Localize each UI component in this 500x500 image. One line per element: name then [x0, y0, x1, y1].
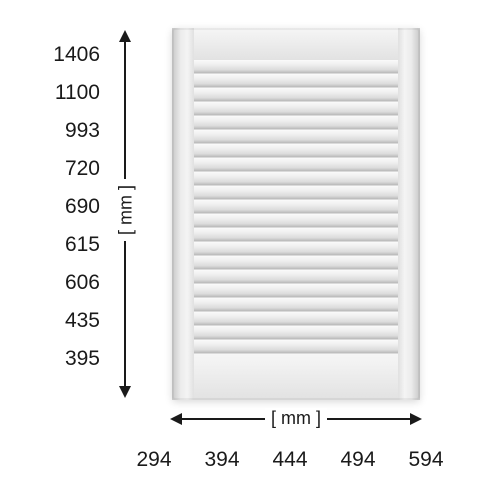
height-value: 720	[40, 150, 100, 188]
louver-door	[172, 28, 420, 400]
height-labels: 1406 1100 993 720 690 615 606 435 395	[40, 36, 100, 378]
door-frame-outline	[172, 28, 420, 400]
width-value: 394	[193, 448, 251, 472]
height-value: 1100	[40, 74, 100, 112]
width-value: 594	[397, 448, 455, 472]
height-value: 690	[40, 188, 100, 226]
horizontal-unit-label: [ mm ]	[265, 408, 327, 429]
height-value: 435	[40, 302, 100, 340]
width-value: 444	[261, 448, 319, 472]
width-labels: 294 394 444 494 594	[125, 448, 455, 472]
width-value: 494	[329, 448, 387, 472]
height-value: 993	[40, 112, 100, 150]
height-value: 1406	[40, 36, 100, 74]
vertical-unit-label: [ mm ]	[116, 179, 137, 241]
height-value: 606	[40, 264, 100, 302]
height-value: 395	[40, 340, 100, 378]
width-value: 294	[125, 448, 183, 472]
diagram-container: 1406 1100 993 720 690 615 606 435 395 [ …	[0, 0, 500, 500]
height-value: 615	[40, 226, 100, 264]
